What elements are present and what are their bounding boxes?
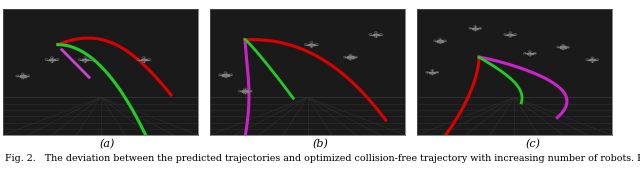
Bar bbox=[372, 34, 379, 35]
Bar bbox=[223, 74, 228, 76]
Bar bbox=[141, 59, 147, 60]
Text: (a): (a) bbox=[99, 139, 115, 150]
Bar bbox=[508, 34, 513, 35]
Bar bbox=[429, 71, 435, 73]
Bar bbox=[472, 28, 478, 29]
Text: (c): (c) bbox=[525, 139, 541, 150]
Text: Fig. 2.   The deviation between the predicted trajectories and optimized collisi: Fig. 2. The deviation between the predic… bbox=[5, 154, 640, 163]
Bar bbox=[82, 59, 88, 60]
Bar bbox=[437, 40, 443, 42]
Bar bbox=[589, 59, 595, 60]
Bar bbox=[348, 56, 353, 58]
Bar bbox=[308, 44, 314, 45]
Bar bbox=[527, 53, 532, 54]
Bar bbox=[49, 59, 55, 60]
Bar bbox=[242, 90, 248, 92]
Text: (b): (b) bbox=[312, 139, 328, 150]
Bar bbox=[20, 75, 26, 77]
Bar bbox=[560, 46, 566, 48]
